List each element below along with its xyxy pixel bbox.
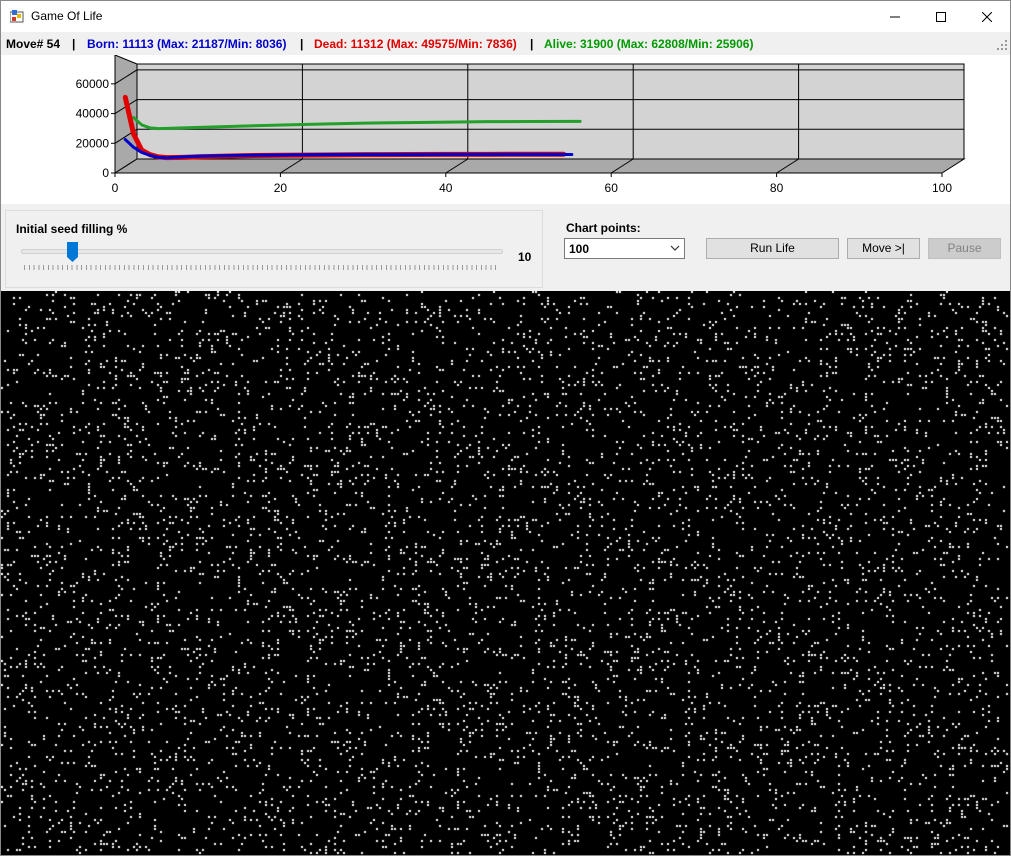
minimize-icon [890,16,900,18]
chevron-down-icon [670,245,680,251]
chart-series [122,94,582,161]
y-tick-label: 60000 [76,77,110,91]
separator: | [300,37,304,51]
x-tick-label: 60 [605,181,619,195]
x-tick-label: 0 [112,181,119,195]
separator: | [72,37,76,51]
chart-points-value: 100 [569,242,590,256]
chart-side-wall [114,54,138,174]
status-bar: Move# 54 | Born: 11113 (Max: 21187/Min: … [1,32,1010,55]
seed-slider-track[interactable] [21,249,503,254]
chart-points-label: Chart points: [566,221,641,235]
close-button[interactable] [964,1,1010,32]
seed-slider-thumb[interactable] [67,242,78,262]
app-icon [10,10,24,23]
alive-stats: Alive: 31900 (Max: 62808/Min: 25906) [544,37,754,51]
x-tick-label: 40 [439,181,453,195]
resize-grip-icon[interactable] [997,40,1007,50]
seed-slider-ticks [24,265,500,270]
chart-floor [113,158,966,174]
x-floor-gridline [280,158,303,174]
y-side-gridline [114,69,138,85]
separator: | [530,37,534,51]
close-icon [981,11,993,23]
move-counter: Move# 54 [6,37,61,51]
chart-tick-labels: 0 20 40 60 80 100 0 20000 40000 60000 [76,77,953,195]
series-line [132,116,582,131]
move-step-button[interactable]: Move >| [847,238,920,259]
life-board[interactable] [1,291,1010,855]
chart-back-border [136,63,965,160]
y-tick-label: 40000 [76,107,110,121]
chart-gridlines [111,64,964,177]
series-line [123,138,574,160]
x-floor-gridline [610,158,634,174]
chart-points-select[interactable]: 100 [564,238,685,259]
pause-button[interactable]: Pause [928,238,1001,259]
y-tick-label: 20000 [76,136,110,150]
x-tick-label: 20 [274,181,288,195]
x-tick-label: 80 [770,181,784,195]
seed-value: 10 [518,250,532,264]
chart-svg: 0 20 40 60 80 100 0 20000 40000 60000 [76,54,966,195]
seed-filling-group: Initial seed filling % 10 [5,210,543,288]
born-stats: Born: 11113 (Max: 21187/Min: 8036) [87,37,287,51]
chart-back-wall [137,64,964,159]
population-chart: 0 20 40 60 80 100 0 20000 40000 60000 [1,54,1010,204]
x-floor-gridline [776,158,799,174]
x-tick-label: 100 [932,181,952,195]
window-title: Game Of Life [31,9,103,23]
minimize-button[interactable] [872,1,918,32]
y-tick-label: 0 [102,166,109,180]
maximize-button[interactable] [918,1,964,32]
seed-filling-label: Initial seed filling % [16,222,128,236]
run-life-button[interactable]: Run Life [706,238,839,259]
title-bar: Game Of Life [1,1,1010,32]
x-floor-gridline [445,158,469,174]
controls-panel: Initial seed filling % 10 Chart points: … [1,204,1010,291]
maximize-icon [936,12,946,23]
dead-stats: Dead: 11312 (Max: 49575/Min: 7836) [314,37,517,51]
